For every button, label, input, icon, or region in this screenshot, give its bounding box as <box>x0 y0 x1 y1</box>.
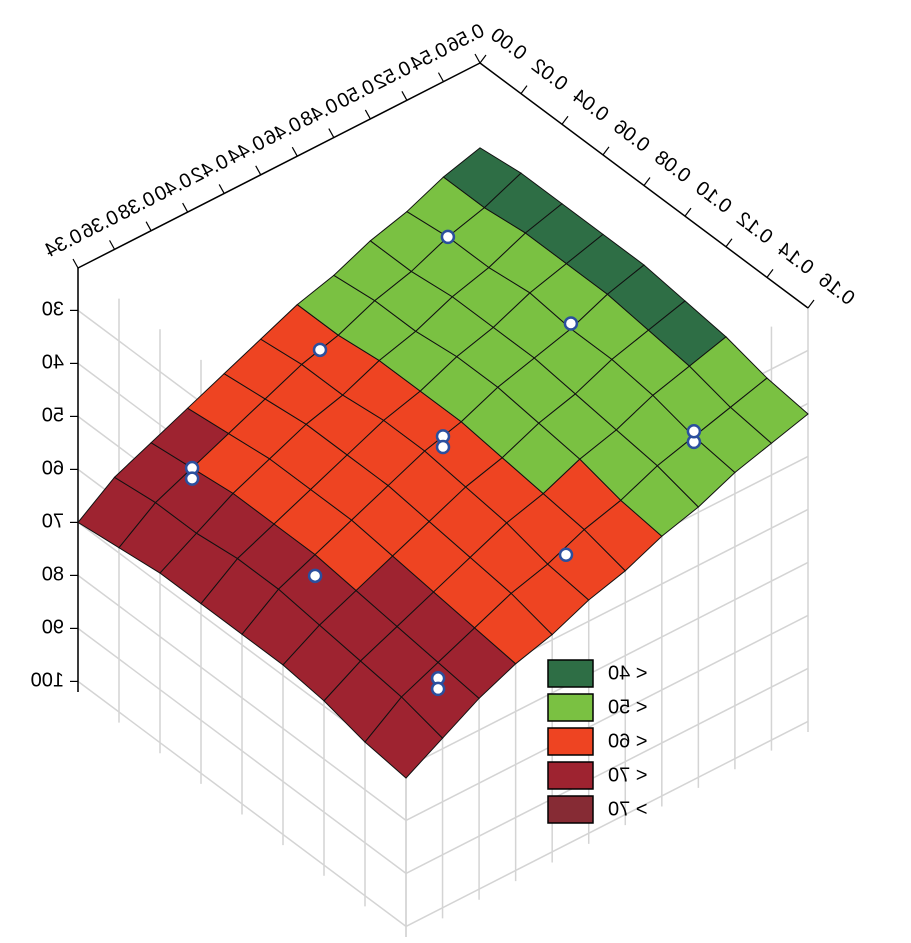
grid-line <box>77 574 407 822</box>
legend-label: < 40 <box>608 662 647 684</box>
legend-label: < 50 <box>608 696 647 718</box>
legend-swatch <box>547 761 594 790</box>
y-tick-label: 0.08 <box>650 146 694 187</box>
y-tick-label: 0.04 <box>568 85 612 126</box>
z-tick-label: 50 <box>42 405 64 427</box>
data-point <box>184 471 200 486</box>
x-tick-label: 0.54 <box>407 38 452 75</box>
data-point <box>307 568 323 584</box>
legend-label: < 70 <box>608 764 647 786</box>
grid-line <box>405 720 809 928</box>
grid-line <box>77 680 407 928</box>
x-tick-label: 0.46 <box>261 113 306 150</box>
data-point <box>440 229 456 245</box>
tick-mark <box>520 85 528 94</box>
data-point <box>563 316 579 331</box>
y-tick-label: 0.02 <box>527 55 571 96</box>
z-tick-label: 100 <box>31 670 64 692</box>
y-tick-label: 0.14 <box>773 238 817 279</box>
tick-mark <box>437 72 444 82</box>
data-point <box>686 423 702 439</box>
tick-mark <box>145 221 152 232</box>
x-tick-label: 0.52 <box>370 57 415 94</box>
legend-swatch <box>547 727 594 756</box>
tick-mark <box>109 240 116 250</box>
tick-mark <box>561 115 569 125</box>
tick-mark <box>291 146 298 157</box>
tick-mark <box>255 165 262 176</box>
y-tick-label: 0.00 <box>486 24 530 65</box>
data-point <box>558 547 574 563</box>
x-tick-label: 0.38 <box>114 187 159 224</box>
z-tick-label: 70 <box>42 511 64 533</box>
tick-mark <box>72 258 79 269</box>
x-tick-label: 0.42 <box>188 150 233 187</box>
tick-mark <box>684 207 692 217</box>
tick-mark <box>364 109 371 120</box>
tick-mark <box>766 269 774 278</box>
z-tick-label: 40 <box>42 352 64 374</box>
x-tick-label: 0.44 <box>224 132 269 169</box>
grid-line <box>77 627 407 875</box>
surface-cell <box>729 377 809 444</box>
legend-swatch <box>547 659 594 688</box>
x-tick-label: 0.48 <box>297 94 342 131</box>
x-axis <box>77 62 481 269</box>
x-tick-label: 0.34 <box>41 225 86 262</box>
z-tick-label: 30 <box>42 299 64 321</box>
x-tick-label: 0.50 <box>334 76 379 113</box>
tick-mark <box>479 54 487 64</box>
grid-line <box>405 614 809 822</box>
tick-mark <box>602 146 610 156</box>
data-point <box>312 342 328 358</box>
grid-line <box>405 667 809 875</box>
legend-label: > 70 <box>608 798 647 820</box>
tick-mark <box>328 128 335 138</box>
tick-mark <box>182 202 189 213</box>
x-tick-label: 0.56 <box>443 20 488 57</box>
legend-label: < 60 <box>608 730 647 752</box>
tick-mark <box>725 238 733 248</box>
z-tick-label: 60 <box>42 458 64 480</box>
tick-mark <box>643 177 651 186</box>
z-tick-label: 90 <box>42 617 64 639</box>
tick-mark <box>218 184 225 194</box>
x-tick-label: 0.36 <box>78 206 123 243</box>
tick-mark <box>474 53 481 64</box>
data-point <box>430 681 446 697</box>
grid-line <box>405 561 809 769</box>
y-tick-label: 0.10 <box>691 177 735 218</box>
tick-mark <box>401 90 408 101</box>
x-tick-label: 0.40 <box>151 169 196 206</box>
data-point <box>435 439 451 455</box>
legend-swatch <box>547 693 594 722</box>
y-tick-label: 0.06 <box>609 116 653 157</box>
tick-mark <box>807 299 815 309</box>
y-tick-label: 0.16 <box>814 269 858 310</box>
y-tick-label: 0.12 <box>732 208 776 249</box>
legend-swatch <box>547 795 594 824</box>
z-tick-label: 80 <box>42 564 64 586</box>
